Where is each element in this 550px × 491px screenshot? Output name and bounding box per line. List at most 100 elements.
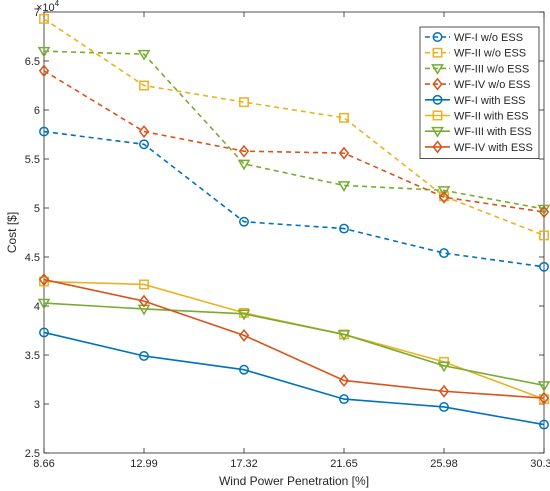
data-point — [139, 279, 149, 290]
y-tick-label: 4.5 — [25, 252, 40, 264]
data-point — [237, 159, 251, 171]
legend-label: WF-I w/o ESS — [454, 32, 523, 44]
data-point — [339, 394, 349, 405]
data-point — [337, 330, 351, 341]
data-point — [39, 327, 49, 338]
legend-marker — [432, 94, 443, 105]
legend-marker — [432, 110, 443, 121]
data-point — [538, 391, 550, 405]
data-point — [339, 223, 349, 234]
legend-entry: WF-III w/o ESS — [425, 63, 529, 75]
data-point — [37, 298, 51, 310]
data-point — [238, 144, 250, 158]
series-line — [43, 331, 545, 426]
legend-entry: WF-I w/o ESS — [425, 32, 523, 44]
x-tick-label: 25.98 — [430, 458, 458, 470]
legend-entry: WF-I with ESS — [425, 95, 526, 107]
data-point — [538, 205, 550, 219]
series-3 — [37, 46, 550, 216]
y-axis-exponent: ×104 — [36, 0, 60, 14]
legend-label: WF-II w/o ESS — [454, 48, 526, 60]
series-5 — [39, 327, 549, 430]
x-tick-label: 21.65 — [330, 458, 358, 470]
data-point — [138, 294, 150, 308]
data-point — [438, 190, 450, 204]
data-point — [439, 401, 449, 412]
data-point — [537, 381, 550, 392]
data-point — [338, 374, 350, 387]
legend-entry: WF-II w/o ESS — [425, 48, 526, 60]
data-point — [237, 309, 251, 321]
y-exponent-power: 4 — [55, 0, 60, 8]
data-point — [239, 364, 249, 375]
legend-marker — [432, 47, 443, 58]
y-tick-label: 3.5 — [25, 350, 40, 362]
y-axis-label: Cost [$] — [5, 212, 19, 253]
data-point — [239, 97, 249, 108]
y-axis: 2.5 3 3.5 4 4.5 5 5.5 6 6.5 7 — [25, 7, 544, 460]
data-point — [438, 384, 450, 398]
data-point — [539, 230, 549, 241]
x-tick-label: 8.66 — [33, 458, 54, 470]
data-point — [39, 13, 49, 24]
data-point — [39, 126, 49, 137]
x-tick-label: 17.32 — [230, 458, 258, 470]
y-tick-label: 6.5 — [25, 56, 40, 68]
data-point — [437, 361, 451, 373]
legend-label: WF-II with ESS — [454, 111, 529, 123]
x-tick-label: 30.31 — [530, 458, 550, 470]
series-line — [43, 278, 545, 399]
legend-marker — [432, 140, 443, 154]
series-line — [43, 50, 545, 210]
y-tick-label: 6 — [34, 105, 40, 117]
legend-label: WF-III w/o ESS — [454, 63, 529, 75]
data-point — [437, 186, 451, 197]
y-tick-label: 2.5 — [25, 448, 40, 460]
series-line — [43, 70, 545, 213]
y-tick-label: 3 — [34, 399, 40, 411]
y-tick-label: 4 — [34, 301, 40, 313]
legend-label: WF-I with ESS — [454, 95, 526, 107]
legend-marker — [431, 64, 444, 75]
series-line — [43, 18, 545, 237]
data-point — [539, 261, 549, 272]
data-point — [137, 49, 151, 61]
legend-entry: WF-II with ESS — [425, 111, 529, 123]
series-4 — [38, 64, 550, 219]
data-point — [37, 46, 51, 58]
y-exponent-base: ×10 — [36, 2, 55, 14]
legend-entry: WF-III with ESS — [425, 126, 532, 138]
legend-marker — [431, 126, 444, 138]
x-axis: 8.66 12.99 17.32 21.65 25.98 30.31 — [33, 12, 550, 470]
y-tick-label: 5.5 — [25, 154, 40, 166]
data-point — [238, 328, 250, 342]
data-point — [337, 181, 351, 192]
data-point — [339, 112, 349, 123]
data-point — [139, 351, 149, 361]
legend-entry: WF-IV w/o ESS — [425, 77, 530, 91]
series-line — [43, 302, 545, 387]
data-point — [439, 248, 449, 259]
data-point — [539, 419, 549, 430]
x-tick-label: 12.99 — [130, 458, 158, 470]
legend: WF-I w/o ESS WF-II w/o ESS WF-III w/o ESS W… — [419, 26, 540, 160]
series-1 — [39, 126, 549, 272]
data-point — [38, 273, 50, 286]
legend-marker — [432, 77, 443, 91]
legend-marker — [432, 32, 443, 42]
data-point — [138, 125, 150, 139]
series-line — [43, 130, 545, 268]
legend-label: WF-IV with ESS — [454, 142, 533, 154]
data-point — [139, 139, 149, 150]
data-point — [139, 80, 149, 91]
series-layer — [37, 13, 550, 430]
data-point — [239, 216, 249, 227]
data-point — [338, 146, 350, 160]
series-8 — [38, 273, 550, 405]
legend-label: WF-III with ESS — [454, 126, 532, 138]
y-tick-label: 5 — [34, 203, 40, 215]
y-tick-label: 7 — [34, 7, 40, 19]
legend-label: WF-IV w/o ESS — [454, 79, 530, 91]
legend-entry: WF-IV with ESS — [425, 140, 533, 154]
x-axis-label: Wind Power Penetration [%] — [219, 474, 369, 488]
